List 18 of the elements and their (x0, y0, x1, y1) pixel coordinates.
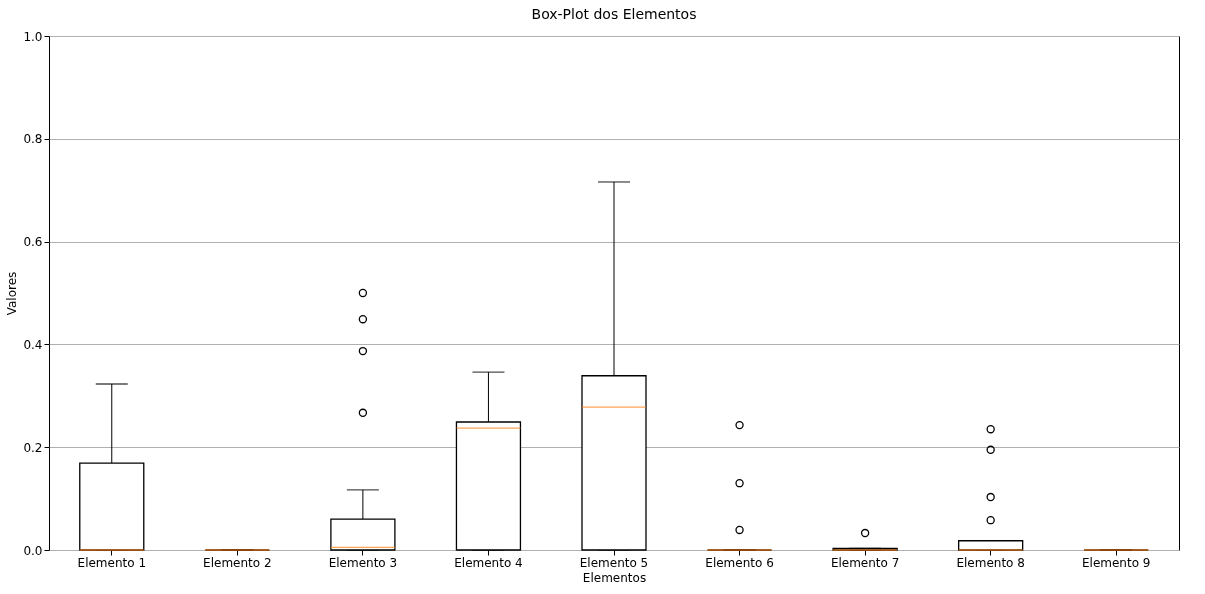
x-tick-label: Elemento 3 (328, 555, 398, 570)
x-tick-label: Elemento 1 (77, 555, 147, 570)
x-tick-label: Elemento 9 (1081, 555, 1151, 570)
x-tick-label: Elemento 4 (454, 555, 523, 570)
y-tick-label: 0.8 (23, 132, 43, 147)
x-tick-label: Elemento 5 (579, 555, 649, 570)
x-tick-label: Elemento 6 (705, 555, 774, 570)
y-tick-label: 1.0 (23, 29, 43, 44)
x-axis-title: Elementos (582, 570, 647, 585)
y-axis-title: Valores (5, 271, 20, 316)
x-tick-label: Elemento 8 (956, 555, 1025, 570)
y-tick-label: 0.6 (23, 235, 43, 250)
x-tick-label: Elemento 2 (203, 555, 272, 570)
y-tick-label: 0.2 (23, 440, 43, 455)
y-tick-label: 0.0 (23, 543, 43, 558)
chart-title: Box-Plot dos Elementos (531, 6, 697, 22)
y-tick-label: 0.4 (23, 337, 43, 352)
x-tick-label: Elemento 7 (830, 555, 900, 570)
